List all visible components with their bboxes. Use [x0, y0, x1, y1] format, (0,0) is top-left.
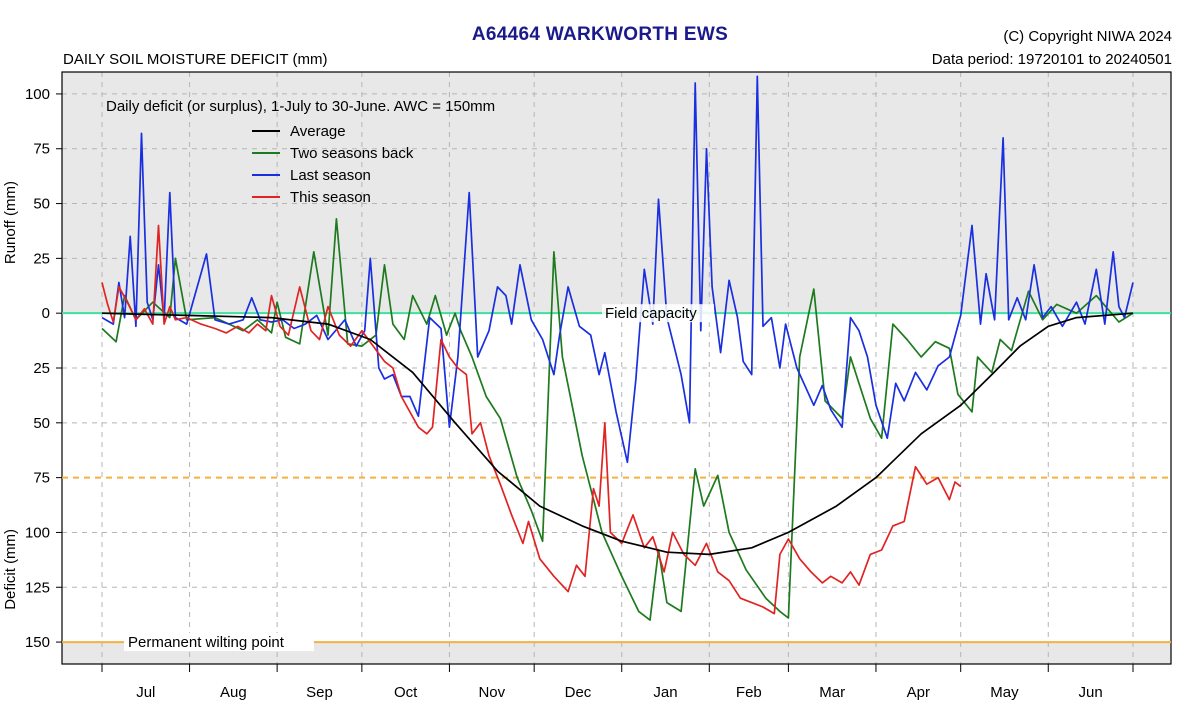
- x-tick-label: Apr: [907, 684, 930, 701]
- x-tick-label: May: [990, 684, 1019, 701]
- chart-title: A64464 WARKWORTH EWS: [471, 24, 729, 45]
- legend-label: Two seasons back: [290, 145, 414, 162]
- legend-label: Average: [290, 123, 346, 140]
- y-tick-label: 25: [33, 360, 50, 377]
- y-tick-label: 150: [25, 634, 50, 651]
- x-tick-label: Sep: [306, 684, 333, 701]
- x-tick-label: Aug: [220, 684, 247, 701]
- y-tick-label: 100: [25, 524, 50, 541]
- x-tick-label: Jul: [136, 684, 155, 701]
- wilting-point-label-bg: [124, 633, 314, 652]
- last-season-line: [101, 75, 1134, 464]
- x-tick-label: Oct: [394, 684, 418, 701]
- field-capacity-label: Field capacity: [605, 305, 697, 322]
- field-capacity-label-bg: [602, 304, 714, 323]
- y-tick-label: 50: [33, 196, 50, 213]
- below-wilting-region: [62, 642, 1171, 664]
- copyright-notice: (C) Copyright NIWA 2024: [1003, 28, 1172, 45]
- x-tick-label: Nov: [478, 684, 505, 701]
- y-axis-label-runoff: Runoff (mm): [2, 181, 19, 264]
- wilting-point-label: Permanent wilting point: [128, 634, 285, 651]
- data-period: Data period: 19720101 to 20240501: [931, 51, 1172, 68]
- y-tick-label: 0: [42, 305, 50, 322]
- this-season-line: [101, 224, 962, 615]
- two-seasons-back-line: [101, 218, 1134, 621]
- y-tick-label: 75: [33, 470, 50, 487]
- chart-subtitle: DAILY SOIL MOISTURE DEFICIT (mm): [63, 51, 328, 68]
- y-tick-label: 125: [25, 579, 50, 596]
- y-tick-label: 50: [33, 415, 50, 432]
- y-tick-label: 75: [33, 141, 50, 158]
- x-tick-label: Jun: [1079, 684, 1103, 701]
- x-tick-label: Dec: [565, 684, 592, 701]
- chart-annotation: Daily deficit (or surplus), 1-July to 30…: [106, 98, 495, 115]
- x-tick-label: Feb: [736, 684, 762, 701]
- legend-label: Last season: [290, 167, 371, 184]
- y-tick-label: 100: [25, 86, 50, 103]
- x-tick-label: Mar: [819, 684, 845, 701]
- average-line: [101, 312, 1134, 556]
- y-tick-label: 25: [33, 250, 50, 267]
- x-tick-label: Jan: [653, 684, 677, 701]
- legend-label: This season: [290, 189, 371, 206]
- y-axis-label-deficit: Deficit (mm): [2, 529, 19, 610]
